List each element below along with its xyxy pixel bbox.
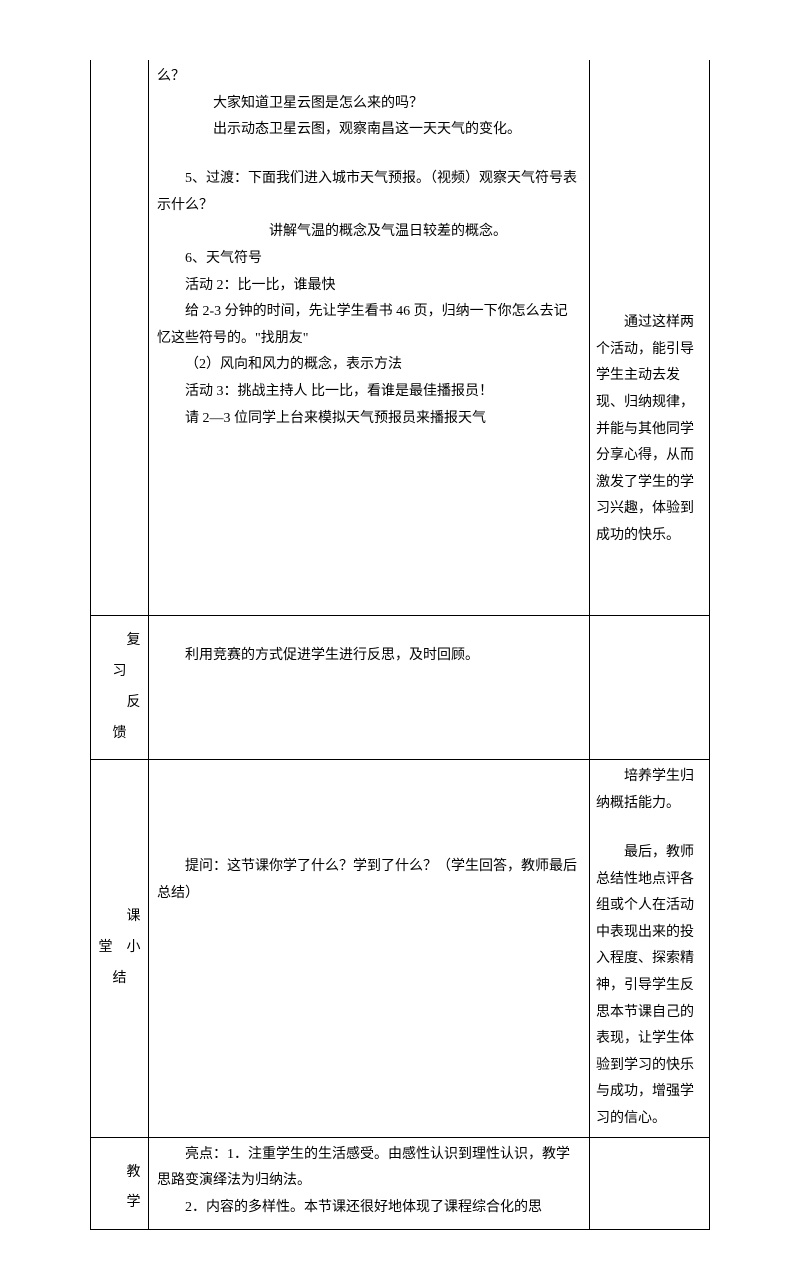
table-row: 么？大家知道卫星云图是怎么来的吗？出示动态卫星云图，观察南昌这一天天气的变化。 5… <box>91 60 710 616</box>
spacer <box>157 787 581 809</box>
content-paragraph: 给 2-3 分钟的时间，先让学生看书 46 页，归纳一下你怎么去记忆这些符号的。… <box>157 299 581 352</box>
label-text: 馈 <box>93 719 146 750</box>
row-notes: 通过这样两个活动，能引导学生主动去发现、归纳规律，并能与其他同学分享心得，从而激… <box>590 60 710 616</box>
row-notes: 培养学生归纳概括能力。最后，教师总结性地点评各组或个人在活动中表现出来的投入程度… <box>590 760 710 1137</box>
spacer <box>596 288 703 310</box>
content-paragraph: 请 2—3 位同学上台来模拟天气预报员来播报天气 <box>157 406 581 433</box>
spacer <box>596 266 703 288</box>
note-paragraph: 通过这样两个活动，能引导学生主动去发现、归纳规律，并能与其他同学分享心得，从而激… <box>596 310 703 549</box>
note-paragraph: 培养学生归纳概括能力。 <box>596 764 703 817</box>
table-row: 课堂 小结提问：这节课你学了什么？学到了什么？（学生回答，教师最后总结）培养学生… <box>91 760 710 1137</box>
spacer <box>596 818 703 840</box>
spacer <box>157 997 581 1019</box>
spacer <box>157 566 581 588</box>
label-text: 结 <box>93 964 146 995</box>
spacer <box>157 764 581 786</box>
spacer <box>157 589 581 611</box>
label-text: 教 <box>93 1158 146 1189</box>
note-paragraph: 最后，教师总结性地点评各组或个人在活动中表现出来的投入程度、探索精神，引导学生反… <box>596 840 703 1133</box>
spacer <box>157 952 581 974</box>
label-text: 反 <box>93 688 146 719</box>
content-paragraph: 利用竞赛的方式促进学生进行反思，及时回顾。 <box>157 643 581 670</box>
label-text: 堂 小 <box>93 933 146 964</box>
spacer <box>596 243 703 265</box>
spacer <box>157 522 581 544</box>
content-paragraph: 2．内容的多样性。本节课还很好地体现了课程综合化的思 <box>157 1195 581 1222</box>
content-paragraph: （2）风向和风力的概念，表示方法 <box>157 352 581 379</box>
spacer <box>157 974 581 996</box>
spacer <box>157 499 581 521</box>
spacer <box>596 221 703 243</box>
label-text: 习 <box>93 657 146 688</box>
row-label: 教 学 <box>91 1137 149 1230</box>
label-text: 复 <box>93 626 146 657</box>
content-paragraph: 提问：这节课你学了什么？学到了什么？（学生回答，教师最后总结） <box>157 854 581 907</box>
spacer <box>596 64 703 86</box>
spacer <box>596 154 703 176</box>
row-label <box>91 60 149 616</box>
content-paragraph: 讲解气温的概念及气温日较差的概念。 <box>157 219 581 246</box>
spacer <box>157 832 581 854</box>
spacer <box>157 930 581 952</box>
label-text: 学 <box>93 1188 146 1219</box>
row-label: 复习 反馈 <box>91 616 149 760</box>
label-text: 课 <box>93 902 146 933</box>
row-main-content: 提问：这节课你学了什么？学到了什么？（学生回答，教师最后总结） <box>149 760 590 1137</box>
content-paragraph: 6、天气符号 <box>157 246 581 273</box>
content-paragraph: 5、过渡：下面我们进入城市天气预报。（视频）观察天气符号表示什么？ <box>157 166 581 219</box>
table-row: 教 学亮点：1．注重学生的生活感受。由感性认识到理性认识，教学思路变演绎法为归纳… <box>91 1137 710 1230</box>
content-paragraph: 大家知道卫星云图是怎么来的吗？ <box>157 91 581 118</box>
lesson-plan-table: 么？大家知道卫星云图是怎么来的吗？出示动态卫星云图，观察南昌这一天天气的变化。 5… <box>90 60 710 1230</box>
content-paragraph: 活动 2：比一比，谁最快 <box>157 273 581 300</box>
spacer <box>157 455 581 477</box>
spacer <box>157 432 581 454</box>
spacer <box>157 809 581 831</box>
spacer <box>157 477 581 499</box>
table-row: 复习 反馈利用竞赛的方式促进学生进行反思，及时回顾。 <box>91 616 710 760</box>
spacer <box>157 620 581 642</box>
row-main-content: 么？大家知道卫星云图是怎么来的吗？出示动态卫星云图，观察南昌这一天天气的变化。 5… <box>149 60 590 616</box>
spacer <box>157 1019 581 1041</box>
content-paragraph: 活动 3：挑战主持人 比一比，看谁是最佳播报员！ <box>157 379 581 406</box>
content-paragraph: 出示动态卫星云图，观察南昌这一天天气的变化。 <box>157 117 581 144</box>
row-label: 课堂 小结 <box>91 760 149 1137</box>
spacer <box>596 131 703 153</box>
row-notes <box>590 1137 710 1230</box>
content-paragraph: 么？ <box>157 64 581 91</box>
row-notes <box>590 616 710 760</box>
spacer <box>157 144 581 166</box>
content-paragraph: 亮点：1．注重学生的生活感受。由感性认识到理性认识，教学思路变演绎法为归纳法。 <box>157 1142 581 1195</box>
spacer <box>596 86 703 108</box>
spacer <box>596 198 703 220</box>
spacer <box>596 109 703 131</box>
spacer <box>157 544 581 566</box>
row-main-content: 利用竞赛的方式促进学生进行反思，及时回顾。 <box>149 616 590 760</box>
spacer <box>157 669 581 691</box>
row-main-content: 亮点：1．注重学生的生活感受。由感性认识到理性认识，教学思路变演绎法为归纳法。2… <box>149 1137 590 1230</box>
spacer <box>596 176 703 198</box>
spacer <box>157 907 581 929</box>
